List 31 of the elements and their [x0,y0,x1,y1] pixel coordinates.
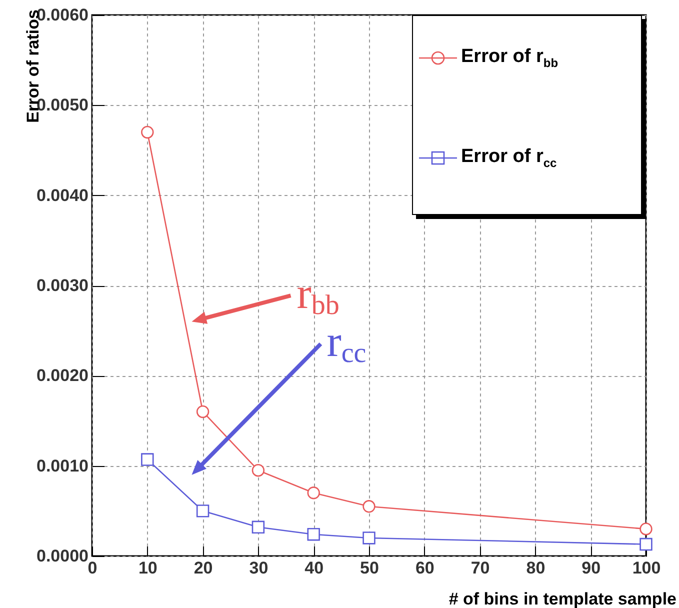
legend-label: Error of r$_{cc}$ [461,146,557,170]
x-tick-label: 10 [138,558,158,578]
point [141,126,154,139]
x-axis-title: # of bins in template sample [448,590,676,608]
point [252,464,265,477]
point [362,532,376,544]
x-tick-label: 50 [360,558,379,578]
point [640,522,652,536]
y-tick-label: 0.0020 [36,366,88,386]
x-tick-label: 30 [249,558,268,578]
x-tick-label: 90 [582,558,601,578]
point [307,486,320,500]
x-tick-label: 80 [526,558,546,578]
x-tick-label: 60 [415,558,434,578]
point [196,504,210,518]
point [640,538,652,551]
point [307,528,320,541]
x-tick-label: 70 [470,558,490,578]
y-tick-label: 0.0030 [36,276,88,295]
x-tick-label: 0 [88,558,98,578]
point [252,520,265,534]
x-tick-label: 20 [194,558,213,578]
point [196,405,210,418]
point [141,453,154,466]
x-tick-label: 100 [632,558,661,578]
y-tick-label: 0.0010 [36,456,88,476]
y-tick-label: 0.0000 [36,546,88,566]
legend-label: Error of r$_{bb}$ [461,46,558,70]
x-tick-label: 40 [304,558,324,578]
y-tick-label: 0.0040 [36,186,88,205]
point [362,500,376,513]
